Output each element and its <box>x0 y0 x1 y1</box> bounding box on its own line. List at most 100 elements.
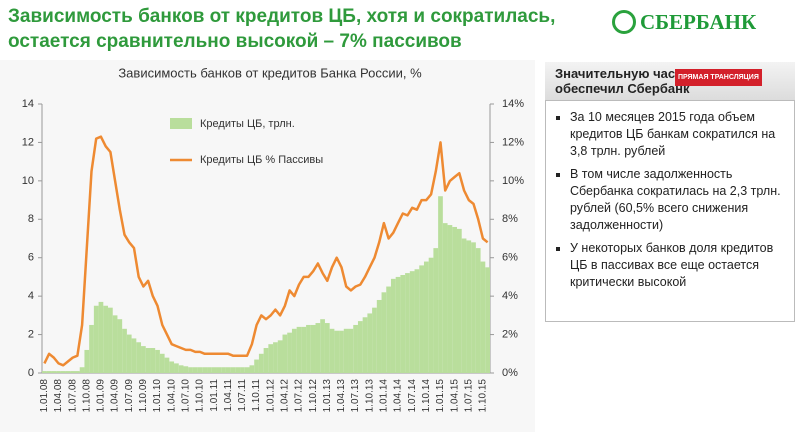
bar <box>471 242 476 373</box>
bar <box>169 361 175 373</box>
legend-swatch <box>170 118 192 129</box>
x-tick-label: 1.07.11 <box>237 379 248 412</box>
bar <box>395 276 401 373</box>
chart-title: Зависимость банков от кредитов Банка Рос… <box>118 65 422 80</box>
bar <box>310 324 316 373</box>
bar <box>122 328 127 373</box>
bar <box>447 225 453 373</box>
y2-tick-label: 2% <box>502 328 518 340</box>
bar <box>65 371 71 373</box>
bar <box>126 334 132 373</box>
bar <box>249 365 255 373</box>
x-tick-label: 1.10.09 <box>138 379 149 413</box>
y-tick-label: 4 <box>28 290 34 302</box>
bar <box>456 228 462 373</box>
x-tick-label: 1.01.09 <box>96 379 107 413</box>
y-tick-label: 10 <box>22 175 34 187</box>
bar <box>117 319 123 373</box>
bar <box>320 319 325 373</box>
bar <box>235 367 241 373</box>
x-tick-label: 1.07.15 <box>463 379 474 413</box>
bullet-list: За 10 месяцев 2015 года объем кредитов Ц… <box>554 109 786 291</box>
bar <box>225 367 231 373</box>
y2-tick-label: 12% <box>502 136 524 148</box>
bar <box>423 261 429 373</box>
x-tick-label: 1.07.12 <box>294 379 305 413</box>
bar <box>159 353 165 373</box>
bar <box>433 248 439 373</box>
bar <box>353 324 358 373</box>
x-tick-label: 1.07.08 <box>67 379 78 413</box>
bar <box>89 324 94 373</box>
y2-tick-label: 4% <box>502 290 518 302</box>
bar <box>150 348 156 373</box>
y-tick-label: 12 <box>22 136 34 148</box>
bar <box>452 226 457 373</box>
slide-title: Зависимость банков от кредитов ЦБ, хотя … <box>8 4 555 54</box>
bar <box>183 366 189 373</box>
bar <box>461 238 467 373</box>
y2-tick-label: 14% <box>502 98 524 110</box>
chart: Зависимость банков от кредитов Банка Рос… <box>21 65 525 413</box>
bar <box>485 267 490 373</box>
x-tick-label: 1.04.13 <box>336 379 347 413</box>
y-tick-label: 6 <box>28 252 34 264</box>
logo-mark <box>612 10 636 34</box>
bar <box>84 349 90 373</box>
bar <box>348 328 354 373</box>
x-tick-label: 1.10.15 <box>478 379 489 413</box>
x-tick-label: 1.04.14 <box>393 379 404 413</box>
line <box>43 135 489 367</box>
title-line: Зависимость банков от кредитов ЦБ, хотя … <box>8 6 556 27</box>
x-tick-label: 1.04.10 <box>166 379 177 413</box>
bar <box>192 367 198 373</box>
bar <box>357 321 363 373</box>
x-tick-label: 1.01.15 <box>435 379 446 413</box>
bar <box>75 371 80 373</box>
bar <box>282 334 288 373</box>
bar <box>79 367 85 373</box>
bar <box>216 367 222 373</box>
bar <box>277 340 283 373</box>
bar <box>145 348 151 373</box>
legend-label: Кредиты ЦБ, трлн. <box>200 118 295 130</box>
bar <box>141 346 146 373</box>
bar <box>466 240 472 373</box>
bar <box>202 367 208 373</box>
bar <box>376 299 382 373</box>
bar <box>197 367 203 373</box>
bar <box>221 367 226 373</box>
bar <box>60 371 66 373</box>
bar <box>372 307 377 373</box>
x-tick-label: 1.10.13 <box>364 379 375 413</box>
bar <box>112 315 118 373</box>
bar <box>263 348 269 373</box>
bar <box>103 305 109 373</box>
bar <box>268 344 274 373</box>
title-line: остается сравнительно высокой – 7% пасси… <box>8 31 462 52</box>
y2-tick-label: 10% <box>502 175 524 187</box>
y-tick-label: 0 <box>28 367 34 379</box>
bar <box>442 223 448 373</box>
bar <box>381 292 387 373</box>
bar <box>386 286 391 373</box>
bullet: У некоторых банков доля кредитов ЦБ в па… <box>570 240 786 291</box>
bar <box>301 326 307 373</box>
bar <box>136 342 142 373</box>
x-tick-label: 1.04.12 <box>280 379 291 413</box>
x-tick-label: 1.10.11 <box>251 379 262 412</box>
bar <box>56 371 61 373</box>
bar <box>405 273 410 373</box>
x-tick-label: 1.04.15 <box>449 379 460 413</box>
x-tick-label: 1.10.14 <box>421 379 432 413</box>
bar <box>188 367 193 373</box>
bullet: За 10 месяцев 2015 года объем кредитов Ц… <box>570 109 786 160</box>
bar <box>42 371 47 373</box>
bar <box>334 330 340 373</box>
bar <box>414 269 420 373</box>
x-tick-label: 1.04.08 <box>53 379 64 413</box>
x-tick-label: 1.10.08 <box>81 379 92 413</box>
y2-tick-label: 8% <box>502 213 518 225</box>
bar <box>409 271 415 373</box>
x-tick-label: 1.10.12 <box>308 379 319 413</box>
